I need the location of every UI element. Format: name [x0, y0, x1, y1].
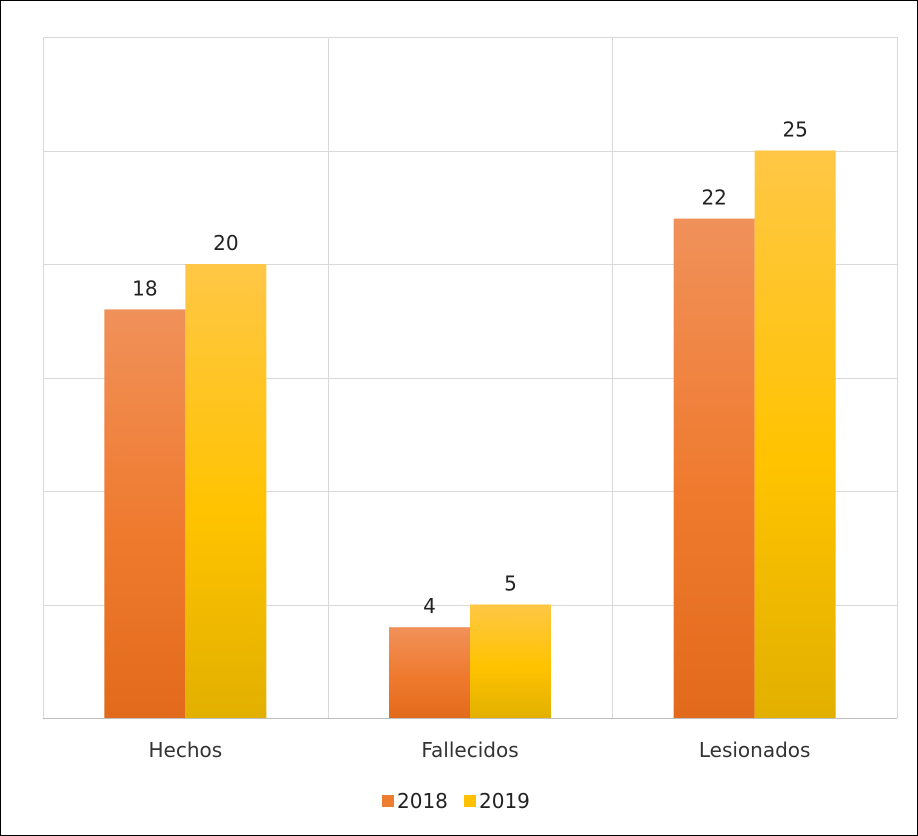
bar-2019-fallecidos [470, 604, 551, 718]
x-tick-labels: Hechos Fallecidos Lesionados [148, 738, 810, 762]
legend-label-2019: 2019 [479, 789, 530, 813]
x-tick-label-fallecidos: Fallecidos [421, 738, 518, 762]
data-label-2018-hechos: 18 [132, 276, 157, 300]
bar-2018-hechos [104, 309, 186, 718]
data-label-2018-lesionados: 22 [701, 186, 726, 210]
bar-2018-lesionados [673, 218, 755, 718]
bar-2019-lesionados [754, 150, 836, 718]
legend-label-2018: 2018 [397, 789, 448, 813]
bar-2019-hechos [185, 264, 267, 718]
data-label-2018-fallecidos: 4 [423, 594, 436, 618]
data-label-2019-hechos: 20 [213, 231, 238, 255]
bars-group [104, 150, 836, 718]
x-tick-label-hechos: Hechos [148, 738, 222, 762]
bar-2018-fallecidos [389, 627, 470, 718]
legend-swatch-2018 [382, 795, 394, 807]
legend-swatch-2019 [464, 795, 476, 807]
data-label-2019-lesionados: 25 [782, 118, 807, 142]
data-label-2019-fallecidos: 5 [504, 572, 517, 596]
data-labels-group: 18 20 4 5 22 25 [132, 118, 808, 619]
x-tick-label-lesionados: Lesionados [699, 738, 811, 762]
legend: 2018 2019 [382, 789, 530, 813]
